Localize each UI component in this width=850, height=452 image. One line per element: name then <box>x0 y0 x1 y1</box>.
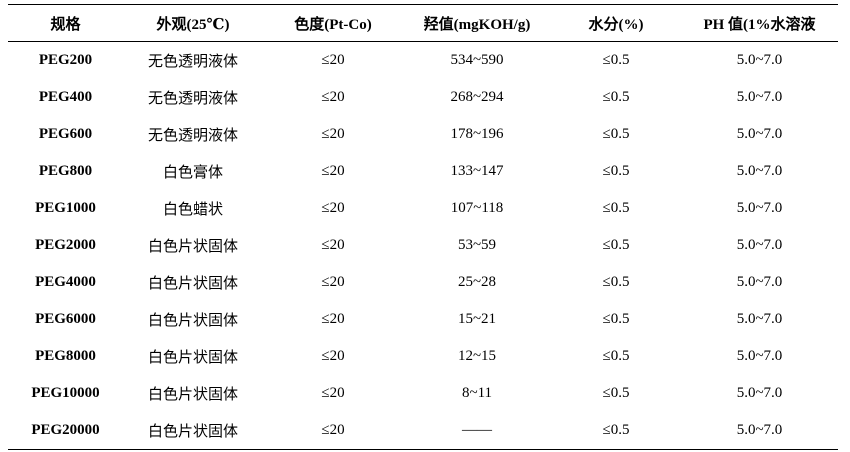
table-cell: 白色片状固体 <box>147 239 238 255</box>
model-cell: PEG10000 <box>31 385 100 401</box>
table-cell: ≤0.5 <box>602 163 630 179</box>
table-container: 规格 外观(25℃) 色度(Pt-Co) 羟值(mgKOH/g) 水分(%) PH 值(1… <box>8 4 838 450</box>
header-cell: 羟值(mgKOH/g) <box>403 4 551 42</box>
table-row: PEG400 无色透明液体 ≤20 268~294 ≤0.5 5.0~7.0 <box>8 79 838 116</box>
table-row: PEG8000 白色片状固体 ≤20 12~15 ≤0.5 5.0~7.0 <box>8 338 838 375</box>
table-row: PEG800 白色膏体 ≤20 133~147 ≤0.5 5.0~7.0 <box>8 153 838 190</box>
model-cell: PEG200 <box>38 52 93 68</box>
table-cell: ≤20 <box>321 89 345 105</box>
table-cell: 15~21 <box>457 311 497 327</box>
model-cell: PEG8000 <box>35 348 96 364</box>
model-cell: PEG6000 <box>35 311 96 327</box>
model-cell: PEG2000 <box>35 237 96 253</box>
table-cell: ≤0.5 <box>602 52 630 68</box>
table-cell: ≤20 <box>321 200 345 216</box>
table-cell: 白色片状固体 <box>147 387 238 403</box>
table-cell: 5.0~7.0 <box>736 311 783 327</box>
model-cell: PEG1000 <box>35 200 96 216</box>
table-cell: 5.0~7.0 <box>736 126 783 142</box>
table-row: PEG10000 白色片状固体 ≤20 8~11 ≤0.5 5.0~7.0 <box>8 375 838 412</box>
table-cell: 534~590 <box>450 52 504 68</box>
table-row: PEG4000 白色片状固体 ≤20 25~28 ≤0.5 5.0~7.0 <box>8 264 838 301</box>
table-cell: 无色透明液体 <box>147 91 238 107</box>
model-cell: PEG20000 <box>31 422 100 438</box>
header-row: 规格 外观(25℃) 色度(Pt-Co) 羟值(mgKOH/g) 水分(%) PH 值(1… <box>8 4 838 42</box>
table-cell: 5.0~7.0 <box>736 200 783 216</box>
table-cell: 白色膏体 <box>162 165 223 181</box>
table-cell: 268~294 <box>450 89 504 105</box>
table-cell: ≤20 <box>321 422 345 438</box>
table-cell: 5.0~7.0 <box>736 348 783 364</box>
table-cell: ≤20 <box>321 52 345 68</box>
table-cell: 5.0~7.0 <box>736 52 783 68</box>
table-row: PEG200 无色透明液体 ≤20 534~590 ≤0.5 5.0~7.0 <box>8 42 838 80</box>
table-cell: ≤0.5 <box>602 126 630 142</box>
table-cell: 无色透明液体 <box>147 54 238 70</box>
header-cell: 外观(25℃) <box>123 4 263 42</box>
table-cell: 5.0~7.0 <box>736 237 783 253</box>
table-cell: 8~11 <box>461 385 493 401</box>
table-cell: 5.0~7.0 <box>736 274 783 290</box>
table-cell: 无色透明液体 <box>147 128 238 144</box>
table-cell: 178~196 <box>450 126 504 142</box>
table-cell: ≤20 <box>321 274 345 290</box>
table-cell: ≤20 <box>321 311 345 327</box>
header-cell: 色度(Pt-Co) <box>263 4 403 42</box>
table-row: PEG600 无色透明液体 ≤20 178~196 ≤0.5 5.0~7.0 <box>8 116 838 153</box>
model-cell: PEG800 <box>38 163 93 179</box>
table-row: PEG1000 白色蜡状 ≤20 107~118 ≤0.5 5.0~7.0 <box>8 190 838 227</box>
table-cell: ≤0.5 <box>602 422 630 438</box>
table-cell: ≤0.5 <box>602 200 630 216</box>
table-cell: ≤20 <box>321 237 345 253</box>
spec-table: 规格 外观(25℃) 色度(Pt-Co) 羟值(mgKOH/g) 水分(%) PH 值(1… <box>8 4 838 450</box>
table-cell: 白色片状固体 <box>147 313 238 329</box>
table-cell: 12~15 <box>457 348 497 364</box>
table-cell: ≤20 <box>321 348 345 364</box>
table-cell: 5.0~7.0 <box>736 385 783 401</box>
table-cell: ≤20 <box>321 385 345 401</box>
table-cell: ≤0.5 <box>602 311 630 327</box>
table-cell: ≤0.5 <box>602 237 630 253</box>
table-cell: 53~59 <box>457 237 497 253</box>
table-cell: —— <box>462 422 492 438</box>
table-cell: ≤0.5 <box>602 385 630 401</box>
table-cell: 白色片状固体 <box>147 350 238 366</box>
table-cell: ≤0.5 <box>602 89 630 105</box>
table-row: PEG2000 白色片状固体 ≤20 53~59 ≤0.5 5.0~7.0 <box>8 227 838 264</box>
table-cell: 白色片状固体 <box>147 276 238 292</box>
header-cell: PH 值(1%水溶液 <box>681 4 838 42</box>
table-cell: ≤20 <box>321 126 345 142</box>
header-cell: 水分(%) <box>551 4 681 42</box>
table-cell: 5.0~7.0 <box>736 422 783 438</box>
table-cell: 107~118 <box>450 200 504 216</box>
model-cell: PEG400 <box>38 89 93 105</box>
table-row: PEG6000 白色片状固体 ≤20 15~21 ≤0.5 5.0~7.0 <box>8 301 838 338</box>
table-cell: 133~147 <box>450 163 504 179</box>
table-cell: 白色片状固体 <box>147 424 238 440</box>
table-cell: 白色蜡状 <box>162 202 223 218</box>
table-cell: ≤0.5 <box>602 348 630 364</box>
table-cell: ≤0.5 <box>602 274 630 290</box>
table-cell: ≤20 <box>321 163 345 179</box>
table-cell: 25~28 <box>457 274 497 290</box>
table-body: PEG200 无色透明液体 ≤20 534~590 ≤0.5 5.0~7.0 PEG400 无… <box>8 42 838 450</box>
table-cell: 5.0~7.0 <box>736 163 783 179</box>
model-cell: PEG4000 <box>35 274 96 290</box>
table-row: PEG20000 白色片状固体 ≤20 —— ≤0.5 5.0~7.0 <box>8 412 838 450</box>
model-cell: PEG600 <box>38 126 93 142</box>
header-cell: 规格 <box>8 4 123 42</box>
table-cell: 5.0~7.0 <box>736 89 783 105</box>
